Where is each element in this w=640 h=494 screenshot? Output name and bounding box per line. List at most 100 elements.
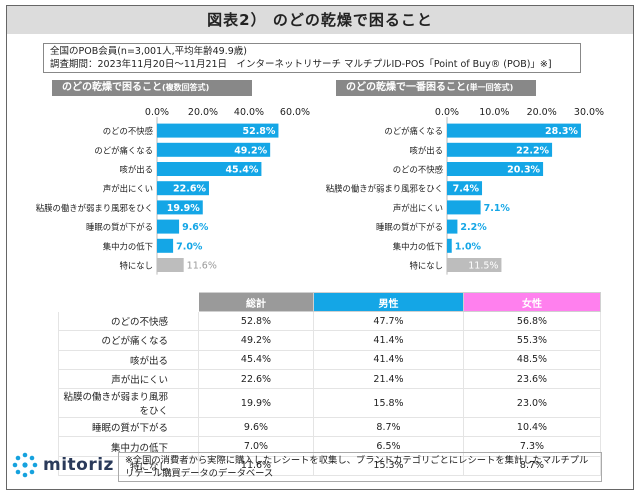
female-cell: 23.6% [463,368,601,390]
right-bar [447,142,553,157]
left-tick-label: 60.0% [280,107,310,118]
male-cell: 47.7% [313,310,464,332]
left-category-label: 粘膜の働きが弱まり風邪をひく [36,203,153,213]
right-data-label: 7.1% [484,203,511,214]
left-data-label: 22.6% [173,184,206,195]
left-chart-title: のどの乾燥で困ること [62,82,162,93]
row-label: 声が出にくい [58,368,199,390]
left-category-label: 集中力の低下 [103,241,153,251]
right-category-label: 咳が出る [410,145,444,155]
table-row: 特になし 11.6% 15.3% 8.7% [58,455,601,477]
total-cell: 9.6% [198,417,314,438]
left-bar [157,238,174,253]
right-category-label: のどが痛くなる [384,126,443,136]
total-cell: 49.2% [198,330,314,351]
col-header-total: 総計 [198,292,314,312]
female-cell: 8.7% [463,455,601,477]
right-tick-label: 10.0% [479,107,509,118]
right-data-label: 22.2% [516,145,549,156]
right-bar [447,200,481,215]
female-cell: 48.5% [463,349,601,370]
table-corner [58,292,199,312]
right-bar [447,123,581,138]
female-cell: 10.4% [463,417,601,438]
right-data-label: 7.4% [453,184,480,195]
right-category-label: 睡眠の質が下がる [376,222,443,232]
col-header-male: 男性 [313,292,464,312]
survey-meta: 全国のPOB会員(n=3,001人,平均年齢49.9歳) 調査期間：2023年1… [43,43,581,73]
left-category-label: のどが痛くなる [94,145,153,155]
total-cell: 45.4% [198,349,314,370]
left-data-label: 45.4% [225,165,258,176]
total-cell: 19.9% [198,388,314,419]
right-data-label: 28.3% [545,126,578,137]
table-row: 集中力の低下 7.0% 6.5% 7.3% [58,436,601,457]
left-bar [157,123,279,138]
left-data-label: 19.9% [167,203,200,214]
left-tick-label: 0.0% [145,107,169,118]
left-chart-subtitle: (複数回答式) [162,83,210,92]
right-bar [447,238,452,253]
left-category-label: のどの不快感 [103,126,154,136]
right-chart-subtitle: (単一回答式) [466,83,514,92]
left-data-label: 7.0% [176,241,203,252]
male-cell: 41.4% [313,349,464,370]
col-header-female: 女性 [463,292,601,312]
right-category-label: 声が出にくい [393,203,443,213]
left-data-label: 49.2% [234,145,267,156]
figure-title: 図表2） のどの乾燥で困ること [7,6,633,34]
right-bar [447,181,483,196]
meta-line-2: 調査期間：2023年11月20日～11月21日 インターネットリサーチ マルチプ… [50,59,552,70]
table-row: 声が出にくい 22.6% 21.4% 23.6% [58,368,601,390]
left-bar [157,200,203,215]
row-label: 睡眠の質が下がる [58,417,199,438]
logo-mark-icon [12,452,38,478]
male-cell: 8.7% [313,417,464,438]
left-data-label: 11.6% [187,261,217,272]
left-category-label: 睡眠の質が下がる [86,222,153,232]
right-chart-header: のどの乾燥で一番困ること(単一回答式) [336,80,536,96]
right-bar [447,219,458,234]
right-category-label: 特になし [410,261,444,271]
female-cell: 56.8% [463,310,601,332]
table-row: 粘膜の働きが弱まり風邪をひく 19.9% 15.8% 23.0% [58,388,601,419]
table-row: 咳が出る 45.4% 41.4% 48.5% [58,349,601,370]
right-tick-label: 30.0% [574,107,604,118]
row-label: のどが痛くなる [58,330,199,351]
table-header-row: 総計 男性 女性 [58,292,601,312]
left-category-label: 特になし [120,261,154,271]
right-bar [447,162,544,176]
left-data-label: 52.8% [242,126,275,137]
left-bar [157,258,184,272]
row-label: のどの不快感 [58,310,199,332]
left-category-label: 声が出にくい [103,184,153,194]
right-category-label: 粘膜の働きが弱まり風邪をひく [326,184,443,194]
right-data-label: 20.3% [507,165,540,176]
total-cell: 22.6% [198,368,314,390]
company-logo: mitoriz [12,452,114,478]
female-cell: 55.3% [463,330,601,351]
right-data-label: 2.2% [460,222,487,233]
female-cell: 23.0% [463,388,601,419]
male-cell: 15.8% [313,388,464,419]
logo-text: mitoriz [43,455,114,475]
table-row: のどが痛くなる 49.2% 41.4% 55.3% [58,330,601,351]
right-bar [447,258,502,272]
row-label: 咳が出る [58,349,199,370]
left-tick-label: 40.0% [234,107,264,118]
left-data-label: 9.6% [182,222,209,233]
left-bar [157,142,271,157]
left-tick-label: 20.0% [188,107,218,118]
table-row: のどの不快感 52.8% 47.7% 56.8% [58,310,601,332]
right-chart-title: のどの乾燥で一番困ること [346,82,466,93]
table-row: 睡眠の質が下がる 9.6% 8.7% 10.4% [58,417,601,438]
right-data-label: 11.5% [468,261,498,272]
left-chart-header: のどの乾燥で困ること(複数回答式) [52,80,252,96]
left-bar [157,162,262,176]
row-label: 粘膜の働きが弱まり風邪をひく [58,388,199,419]
left-category-label: 咳が出る [120,165,154,175]
footnote: ※全国の消費者から実際に購入したレシートを収集し、ブランドカテゴリごとにレシート… [118,452,602,482]
meta-line-1: 全国のPOB会員(n=3,001人,平均年齢49.9歳) [50,46,247,57]
